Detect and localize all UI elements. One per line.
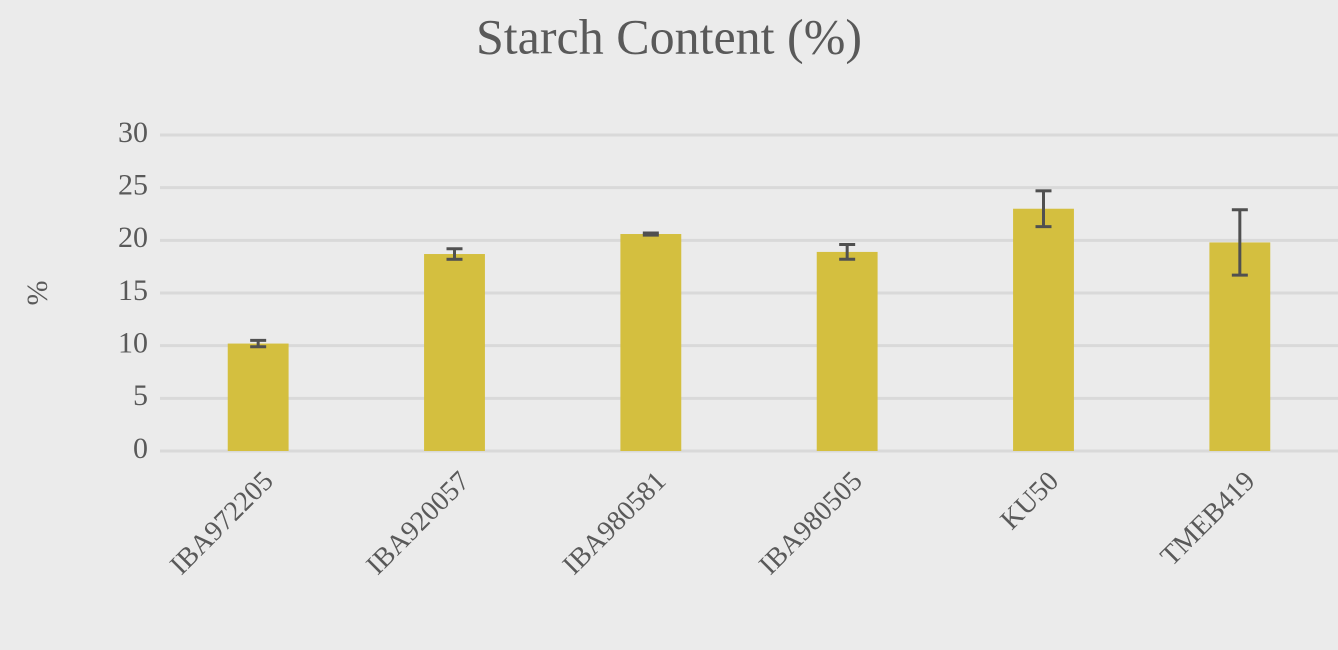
y-tick-label: 5 (133, 379, 148, 412)
bar (1209, 242, 1271, 451)
y-tick-label: 0 (133, 432, 148, 465)
y-tick-label: 20 (118, 221, 148, 254)
bar (1013, 208, 1074, 451)
error-bar (839, 243, 856, 261)
error-bar (1035, 189, 1052, 229)
y-tick-label: 25 (118, 169, 148, 202)
bar (227, 343, 289, 451)
y-tick-label: 15 (118, 274, 148, 307)
y-tick-label: 10 (118, 327, 148, 360)
bar (620, 234, 682, 451)
error-bar (1231, 208, 1248, 277)
y-tick-label: 30 (118, 116, 148, 149)
error-bar (642, 231, 659, 237)
y-axis-label: % (21, 281, 54, 306)
bar (424, 254, 485, 451)
error-bar (446, 247, 463, 261)
error-bar (250, 338, 267, 349)
chart-title: Starch Content (%) (476, 8, 862, 64)
bar (816, 251, 878, 451)
